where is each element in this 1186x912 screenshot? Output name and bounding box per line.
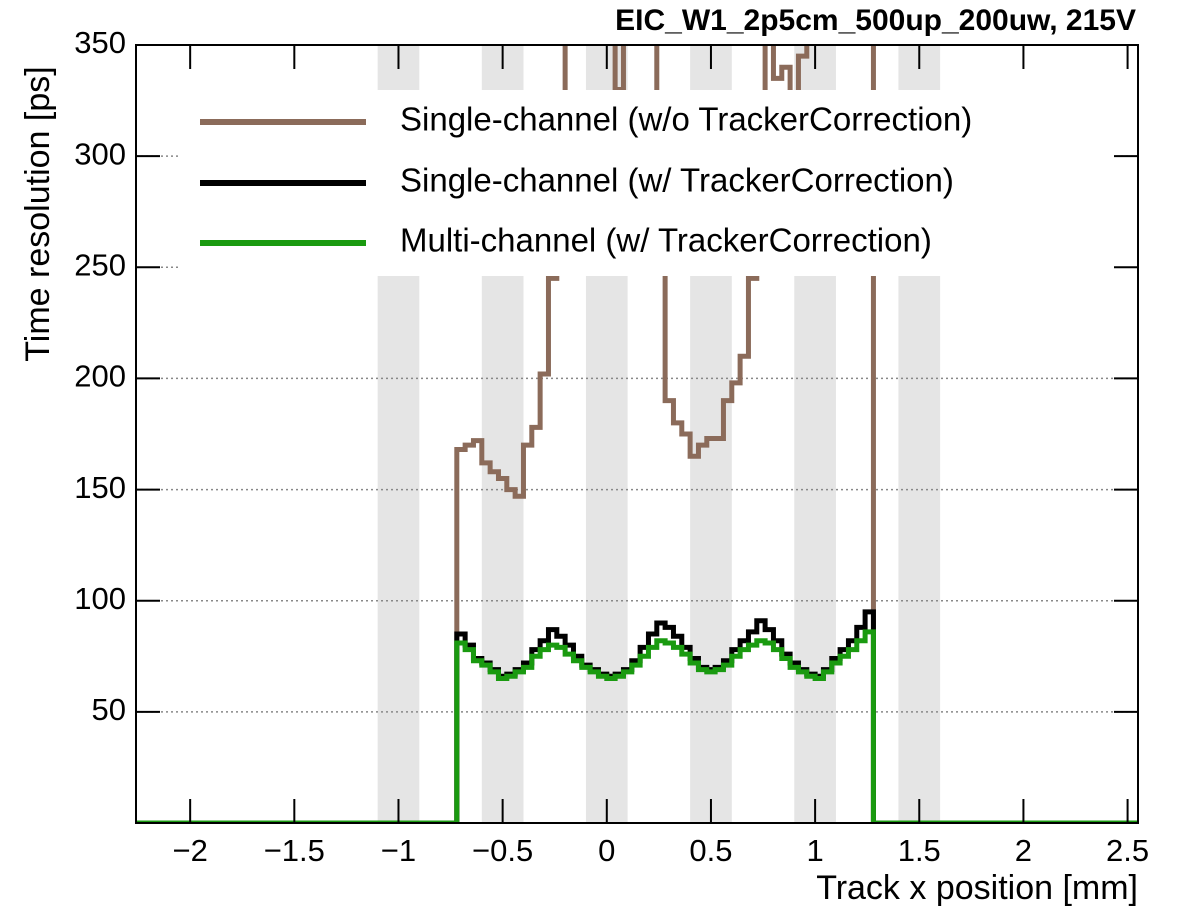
histogram-line	[136, 629, 1138, 824]
y-tick-label: 300	[74, 136, 126, 171]
y-tick-label: 350	[74, 25, 126, 60]
x-axis-label: Track x position [mm]	[816, 869, 1138, 907]
legend-label: Single-channel (w/o TrackerCorrection)	[400, 101, 972, 138]
x-tick-label: 0	[598, 833, 615, 868]
y-tick-label: 150	[74, 470, 126, 505]
chart-title: EIC_W1_2p5cm_500up_200uw, 215V	[615, 4, 1136, 37]
x-tick-label: −1.5	[264, 833, 325, 868]
ticks: 50 100 150 200 250 300 350 −2 −1.5 −1 −0.5 0 0.5 1 1.5…	[74, 25, 1149, 868]
x-tick-label: 2.5	[1106, 833, 1149, 868]
y-tick-label: 100	[74, 581, 126, 616]
x-tick-label: −0.5	[472, 833, 533, 868]
plot-lines	[136, 44, 1138, 824]
x-tick-label: 1	[806, 833, 823, 868]
histogram-line	[136, 44, 1138, 824]
y-tick-label: 250	[74, 247, 126, 282]
frame	[135, 44, 1139, 824]
legend-label: Single-channel (w/ TrackerCorrection)	[400, 162, 954, 199]
y-tick-label: 200	[74, 359, 126, 394]
x-tick-label: 0.5	[689, 833, 732, 868]
x-tick-label: 1.5	[898, 833, 941, 868]
x-tick-label: −1	[381, 833, 416, 868]
y-tick-label: 50	[92, 692, 126, 727]
x-tick-label: −2	[172, 833, 207, 868]
y-axis-label: Time resolution [ps]	[19, 66, 57, 361]
legend-label: Multi-channel (w/ TrackerCorrection)	[400, 222, 932, 259]
x-tick-label: 2	[1015, 833, 1032, 868]
histogram-line	[136, 609, 1138, 824]
legend: Single-channel (w/o TrackerCorrection) Si…	[180, 90, 1120, 276]
